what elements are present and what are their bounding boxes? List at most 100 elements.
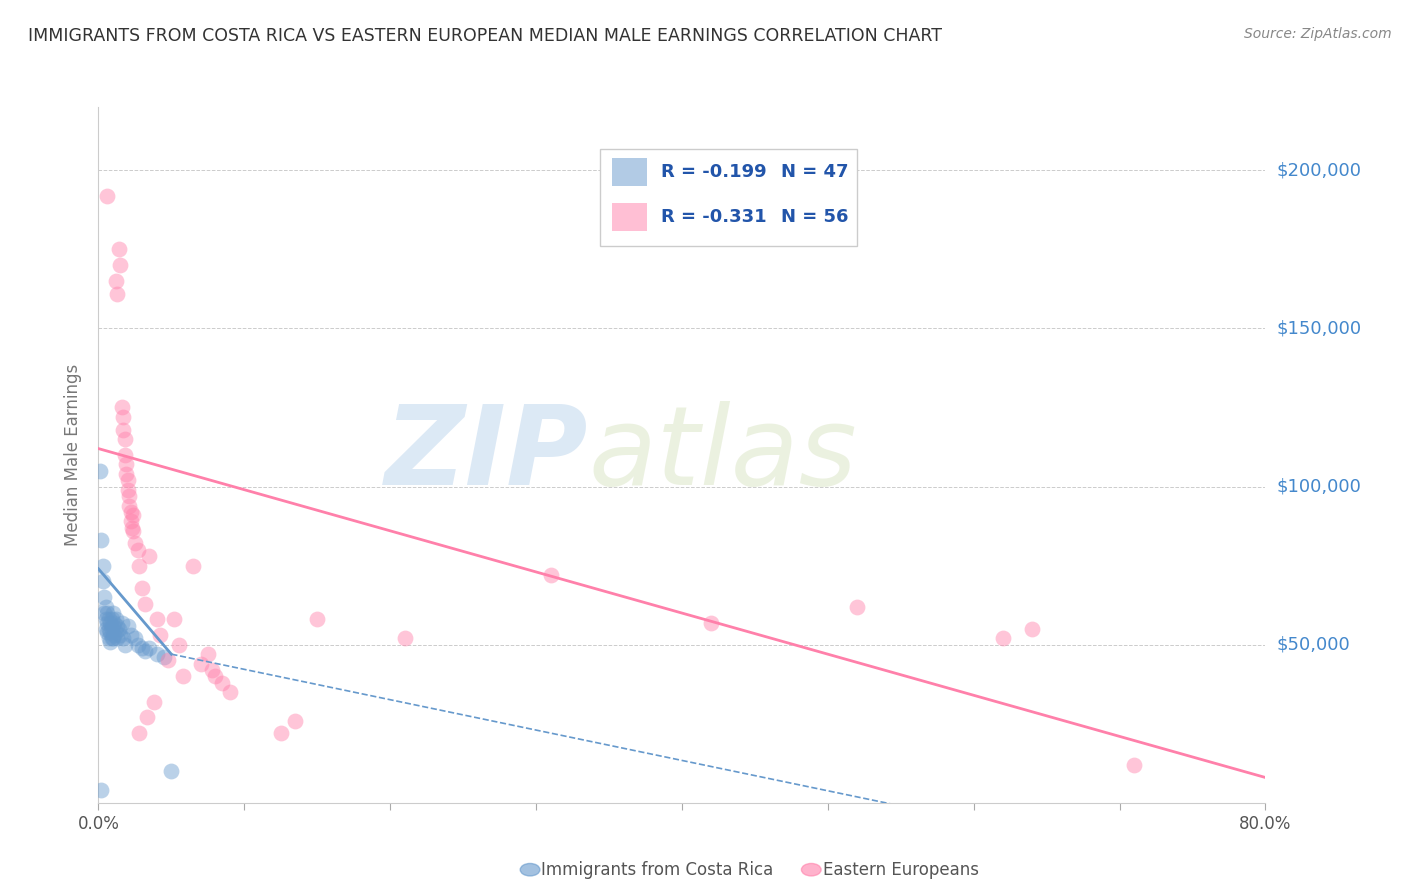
Point xyxy=(138,640,160,655)
Point xyxy=(163,612,186,626)
Point xyxy=(112,409,135,424)
Point xyxy=(112,632,135,646)
Point xyxy=(172,669,194,683)
Bar xyxy=(612,203,647,231)
Point xyxy=(157,653,180,667)
Point xyxy=(153,650,176,665)
Point xyxy=(115,467,138,481)
Point xyxy=(98,634,121,648)
Point xyxy=(110,258,132,272)
Point xyxy=(124,632,146,646)
Point xyxy=(117,618,139,632)
Text: $150,000: $150,000 xyxy=(1277,319,1361,337)
Point xyxy=(127,542,149,557)
Point xyxy=(97,632,120,646)
Point xyxy=(114,638,136,652)
Point xyxy=(97,622,120,636)
Point xyxy=(97,612,120,626)
Point xyxy=(131,640,153,655)
Point xyxy=(103,615,125,630)
Point xyxy=(117,473,139,487)
Point xyxy=(131,581,153,595)
Point xyxy=(94,599,117,614)
Point xyxy=(105,618,128,632)
Point xyxy=(167,638,190,652)
Point xyxy=(96,606,118,620)
Point xyxy=(104,612,127,626)
Text: Immigrants from Costa Rica: Immigrants from Costa Rica xyxy=(541,861,773,879)
Text: atlas: atlas xyxy=(589,401,858,508)
Point xyxy=(105,286,128,301)
Text: R = -0.331: R = -0.331 xyxy=(661,208,766,226)
Text: IMMIGRANTS FROM COSTA RICA VS EASTERN EUROPEAN MEDIAN MALE EARNINGS CORRELATION : IMMIGRANTS FROM COSTA RICA VS EASTERN EU… xyxy=(28,27,942,45)
Point xyxy=(101,632,124,646)
Point xyxy=(91,558,114,573)
Point xyxy=(142,695,165,709)
Text: Source: ZipAtlas.com: Source: ZipAtlas.com xyxy=(1244,27,1392,41)
Point xyxy=(111,401,134,415)
Point xyxy=(112,423,135,437)
Point xyxy=(845,599,868,614)
Point xyxy=(540,568,562,582)
Point xyxy=(134,644,156,658)
Point xyxy=(94,622,117,636)
Point xyxy=(181,558,204,573)
Point xyxy=(108,622,131,636)
Point xyxy=(201,663,224,677)
Point xyxy=(103,628,125,642)
Point xyxy=(190,657,212,671)
Point xyxy=(307,612,329,626)
Point xyxy=(1021,622,1043,636)
Point xyxy=(105,632,128,646)
Point xyxy=(120,628,142,642)
Point xyxy=(991,632,1014,646)
Point xyxy=(138,549,160,563)
Point xyxy=(135,710,157,724)
Point xyxy=(101,618,124,632)
Point xyxy=(127,638,149,652)
Point xyxy=(100,632,122,646)
Point xyxy=(118,489,141,503)
Point xyxy=(96,188,118,202)
Point xyxy=(90,533,112,548)
Point xyxy=(122,524,145,538)
Text: $50,000: $50,000 xyxy=(1277,636,1350,654)
Point xyxy=(1123,757,1146,772)
Point xyxy=(93,606,115,620)
Point xyxy=(108,243,131,257)
Point xyxy=(197,647,219,661)
Point xyxy=(100,612,122,626)
Point xyxy=(284,714,307,728)
Point xyxy=(111,615,134,630)
Point xyxy=(94,612,117,626)
Point xyxy=(121,521,143,535)
Point xyxy=(114,432,136,446)
Point xyxy=(149,628,172,642)
Point xyxy=(218,685,240,699)
Bar xyxy=(612,158,647,186)
Point xyxy=(98,625,121,640)
Point xyxy=(700,615,723,630)
Point xyxy=(115,458,138,472)
Text: $100,000: $100,000 xyxy=(1277,477,1361,496)
Point xyxy=(204,669,226,683)
Point xyxy=(117,483,139,497)
Text: Eastern Europeans: Eastern Europeans xyxy=(823,861,979,879)
Point xyxy=(104,274,127,288)
Point xyxy=(98,615,121,630)
Text: R = -0.199: R = -0.199 xyxy=(661,162,766,181)
Point xyxy=(100,622,122,636)
Text: N = 56: N = 56 xyxy=(782,208,849,226)
Bar xyxy=(600,149,856,246)
Point xyxy=(122,508,145,522)
Point xyxy=(270,726,292,740)
Point xyxy=(110,628,132,642)
Point xyxy=(394,632,416,646)
Point xyxy=(211,675,233,690)
Point xyxy=(160,764,183,779)
Point xyxy=(120,514,142,528)
Point xyxy=(128,558,150,573)
Point xyxy=(134,597,156,611)
Point xyxy=(146,647,169,661)
Point xyxy=(104,625,127,640)
